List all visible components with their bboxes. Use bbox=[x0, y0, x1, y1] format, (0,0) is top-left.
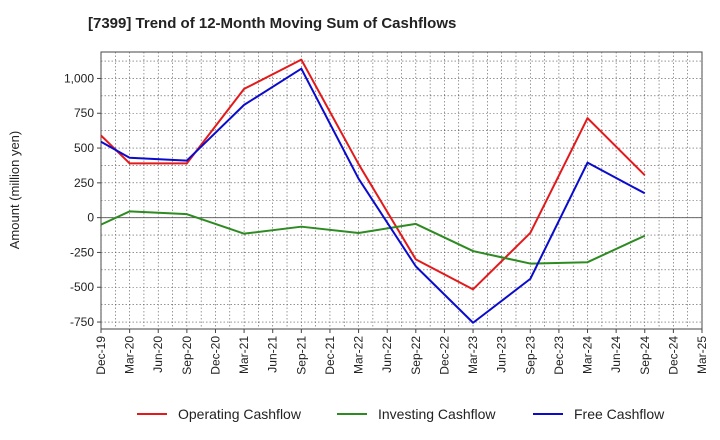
x-tick-label: Jun-23 bbox=[495, 336, 509, 373]
x-tick-label: Sep-23 bbox=[523, 336, 537, 375]
y-tick-label: 0 bbox=[87, 211, 94, 225]
y-tick-label: -250 bbox=[70, 245, 94, 259]
x-tick-label: Dec-24 bbox=[666, 336, 680, 375]
y-axis-ticks: -750 -500 -250 0 250 500 750 1,000 bbox=[64, 71, 101, 329]
legend-label: Operating Cashflow bbox=[178, 406, 302, 422]
x-tick-label: Mar-23 bbox=[466, 336, 480, 374]
x-tick-label: Jun-21 bbox=[266, 336, 280, 373]
y-tick-label: 750 bbox=[74, 106, 94, 120]
y-tick-label: 1,000 bbox=[64, 71, 94, 85]
x-tick-label: Jun-24 bbox=[609, 336, 623, 373]
x-tick-label: Dec-23 bbox=[552, 336, 566, 375]
y-tick-label: 500 bbox=[74, 141, 94, 155]
series-lines bbox=[100, 58, 646, 324]
x-tick-label: Dec-21 bbox=[323, 336, 337, 375]
x-tick-label: Mar-20 bbox=[123, 336, 137, 374]
chart-title: [7399] Trend of 12-Month Moving Sum of C… bbox=[88, 15, 457, 32]
legend: Operating Cashflow Investing Cashflow Free… bbox=[137, 406, 665, 422]
x-tick-label: Sep-21 bbox=[294, 336, 308, 375]
legend-label: Free Cashflow bbox=[574, 406, 665, 422]
x-tick-label: Mar-22 bbox=[352, 336, 366, 374]
y-axis-label: Amount (million yen) bbox=[7, 131, 22, 250]
series-line bbox=[100, 210, 646, 265]
legend-label: Investing Cashflow bbox=[378, 406, 496, 422]
x-tick-label: Mar-24 bbox=[581, 336, 595, 374]
series-line bbox=[100, 67, 646, 324]
x-tick-label: Jun-20 bbox=[151, 336, 165, 373]
x-tick-label: Dec-19 bbox=[94, 336, 108, 375]
series-line bbox=[100, 58, 646, 291]
x-tick-label: Dec-22 bbox=[437, 336, 451, 375]
x-tick-label: Jun-22 bbox=[380, 336, 394, 373]
y-tick-label: 250 bbox=[74, 176, 94, 190]
x-tick-label: Dec-20 bbox=[208, 336, 222, 375]
x-tick-label: Sep-24 bbox=[638, 336, 652, 375]
x-tick-label: Mar-25 bbox=[695, 336, 709, 374]
x-tick-label: Sep-20 bbox=[180, 336, 194, 375]
x-tick-label: Sep-22 bbox=[409, 336, 423, 375]
x-axis-ticks: Dec-19 Mar-20 Jun-20 Sep-20 Dec-20 Mar-21 Jun-… bbox=[94, 329, 709, 375]
x-tick-label: Mar-21 bbox=[237, 336, 251, 374]
y-tick-label: -750 bbox=[70, 315, 94, 329]
y-tick-label: -500 bbox=[70, 280, 94, 294]
